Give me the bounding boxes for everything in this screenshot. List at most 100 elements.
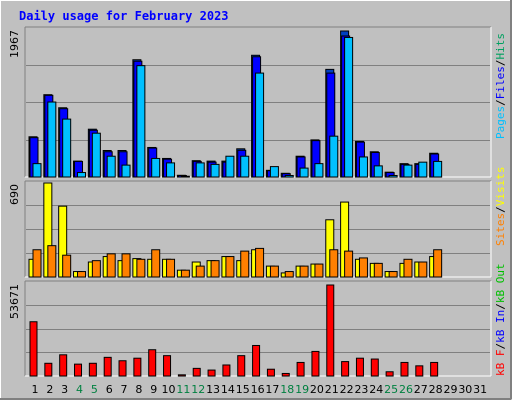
x-tick-2: 2 xyxy=(46,383,53,396)
kbytes-bar-4 xyxy=(74,363,83,377)
kbytes-bar-11 xyxy=(177,374,186,377)
kbytes-bar-9 xyxy=(148,349,157,377)
sites-bar-2 xyxy=(47,245,57,278)
pages-bar-1 xyxy=(32,163,42,178)
sites-bar-7 xyxy=(121,253,131,278)
x-tick-4: 4 xyxy=(76,383,83,396)
x-tick-13: 13 xyxy=(206,383,220,396)
x-tick-10: 10 xyxy=(162,383,176,396)
x-tick-28: 28 xyxy=(429,383,443,396)
kbytes-bar-19 xyxy=(296,361,305,377)
y-max-label-2: 53671 xyxy=(8,284,21,319)
side-legend-kbytes: kB F/kB In/kB Out xyxy=(494,263,507,376)
sites-bar-28 xyxy=(433,249,443,278)
pages-bar-14 xyxy=(225,155,235,178)
x-tick-6: 6 xyxy=(106,383,113,396)
x-tick-26: 26 xyxy=(399,383,413,396)
x-tick-7: 7 xyxy=(121,383,128,396)
pages-bar-25 xyxy=(388,175,398,178)
sites-bar-22 xyxy=(344,250,354,278)
x-tick-8: 8 xyxy=(135,383,142,396)
kbytes-bar-13 xyxy=(207,369,216,377)
x-tick-17: 17 xyxy=(265,383,279,396)
pages-bar-28 xyxy=(433,160,443,178)
x-tick-23: 23 xyxy=(354,383,368,396)
x-tick-20: 20 xyxy=(310,383,324,396)
y-max-label-1: 690 xyxy=(8,184,21,205)
kbytes-bar-15 xyxy=(237,355,246,377)
side-legend-hits: Pages/Files/Hits xyxy=(494,33,507,139)
legend-sep: / xyxy=(494,99,507,106)
pages-bar-21 xyxy=(329,135,339,178)
x-tick-22: 22 xyxy=(340,383,354,396)
legend-kbout: kB Out xyxy=(494,263,507,303)
sites-bar-18 xyxy=(284,271,294,278)
pages-bar-11 xyxy=(180,175,190,178)
bars xyxy=(28,30,443,377)
sites-bar-26 xyxy=(403,258,413,278)
y-max-labels: 1967 690 53671 xyxy=(8,30,21,319)
pages-bar-7 xyxy=(121,164,131,178)
y-max-label-0: 1967 xyxy=(8,30,21,58)
x-tick-5: 5 xyxy=(91,383,98,396)
kbytes-bar-3 xyxy=(59,354,68,377)
sites-bar-25 xyxy=(388,271,398,278)
sites-bar-8 xyxy=(136,258,146,278)
sites-bar-9 xyxy=(151,249,161,278)
pages-bar-2 xyxy=(47,101,57,178)
legend-hits: Hits xyxy=(494,33,507,60)
pages-bar-19 xyxy=(299,167,309,178)
pages-bar-12 xyxy=(195,162,205,178)
sites-bar-11 xyxy=(180,269,190,278)
pages-bar-5 xyxy=(91,132,101,178)
pages-bar-23 xyxy=(358,156,368,178)
pages-bar-6 xyxy=(106,155,116,178)
sites-bar-12 xyxy=(195,265,205,278)
x-tick-24: 24 xyxy=(369,383,383,396)
kbytes-bar-26 xyxy=(400,361,409,377)
sites-bar-19 xyxy=(299,265,309,278)
pages-bar-18 xyxy=(284,175,294,178)
sites-bar-23 xyxy=(358,257,368,278)
kbytes-bar-21 xyxy=(326,284,335,377)
pages-bar-15 xyxy=(240,155,250,178)
sites-bar-5 xyxy=(91,260,101,278)
sites-bar-16 xyxy=(255,247,265,278)
x-tick-31: 31 xyxy=(473,383,487,396)
sites-bar-1 xyxy=(32,249,42,278)
legend-visits: Visits xyxy=(494,167,507,207)
legend-sites: Sites xyxy=(494,213,507,246)
x-tick-21: 21 xyxy=(325,383,339,396)
sites-bar-6 xyxy=(106,253,116,278)
pages-bar-9 xyxy=(151,157,161,178)
kbytes-bar-17 xyxy=(266,368,275,377)
kbytes-bar-12 xyxy=(192,367,201,377)
x-tick-9: 9 xyxy=(150,383,157,396)
kbytes-bar-14 xyxy=(222,364,231,377)
x-tick-16: 16 xyxy=(251,383,265,396)
x-tick-3: 3 xyxy=(61,383,68,396)
kbytes-bar-28 xyxy=(430,361,439,377)
kbytes-bar-22 xyxy=(341,361,350,377)
kbytes-bar-20 xyxy=(311,350,320,377)
chart-title: Daily usage for February 2023 xyxy=(19,9,229,23)
x-tick-11: 11 xyxy=(176,383,190,396)
legend-kbin: kB In xyxy=(494,310,507,343)
x-tick-18: 18 xyxy=(280,383,294,396)
kbytes-bar-6 xyxy=(103,356,112,377)
kbytes-bar-2 xyxy=(44,362,53,377)
kbytes-bar-24 xyxy=(370,358,379,377)
sites-bar-14 xyxy=(225,256,235,278)
kbytes-bar-18 xyxy=(281,372,290,377)
pages-bar-16 xyxy=(255,72,265,178)
pages-bar-27 xyxy=(418,161,428,178)
x-tick-14: 14 xyxy=(221,383,235,396)
pages-bar-17 xyxy=(269,166,279,178)
kbytes-bar-1 xyxy=(29,321,38,377)
kbytes-bar-5 xyxy=(88,362,97,377)
pages-bar-8 xyxy=(136,65,146,178)
sites-bar-21 xyxy=(329,249,339,278)
